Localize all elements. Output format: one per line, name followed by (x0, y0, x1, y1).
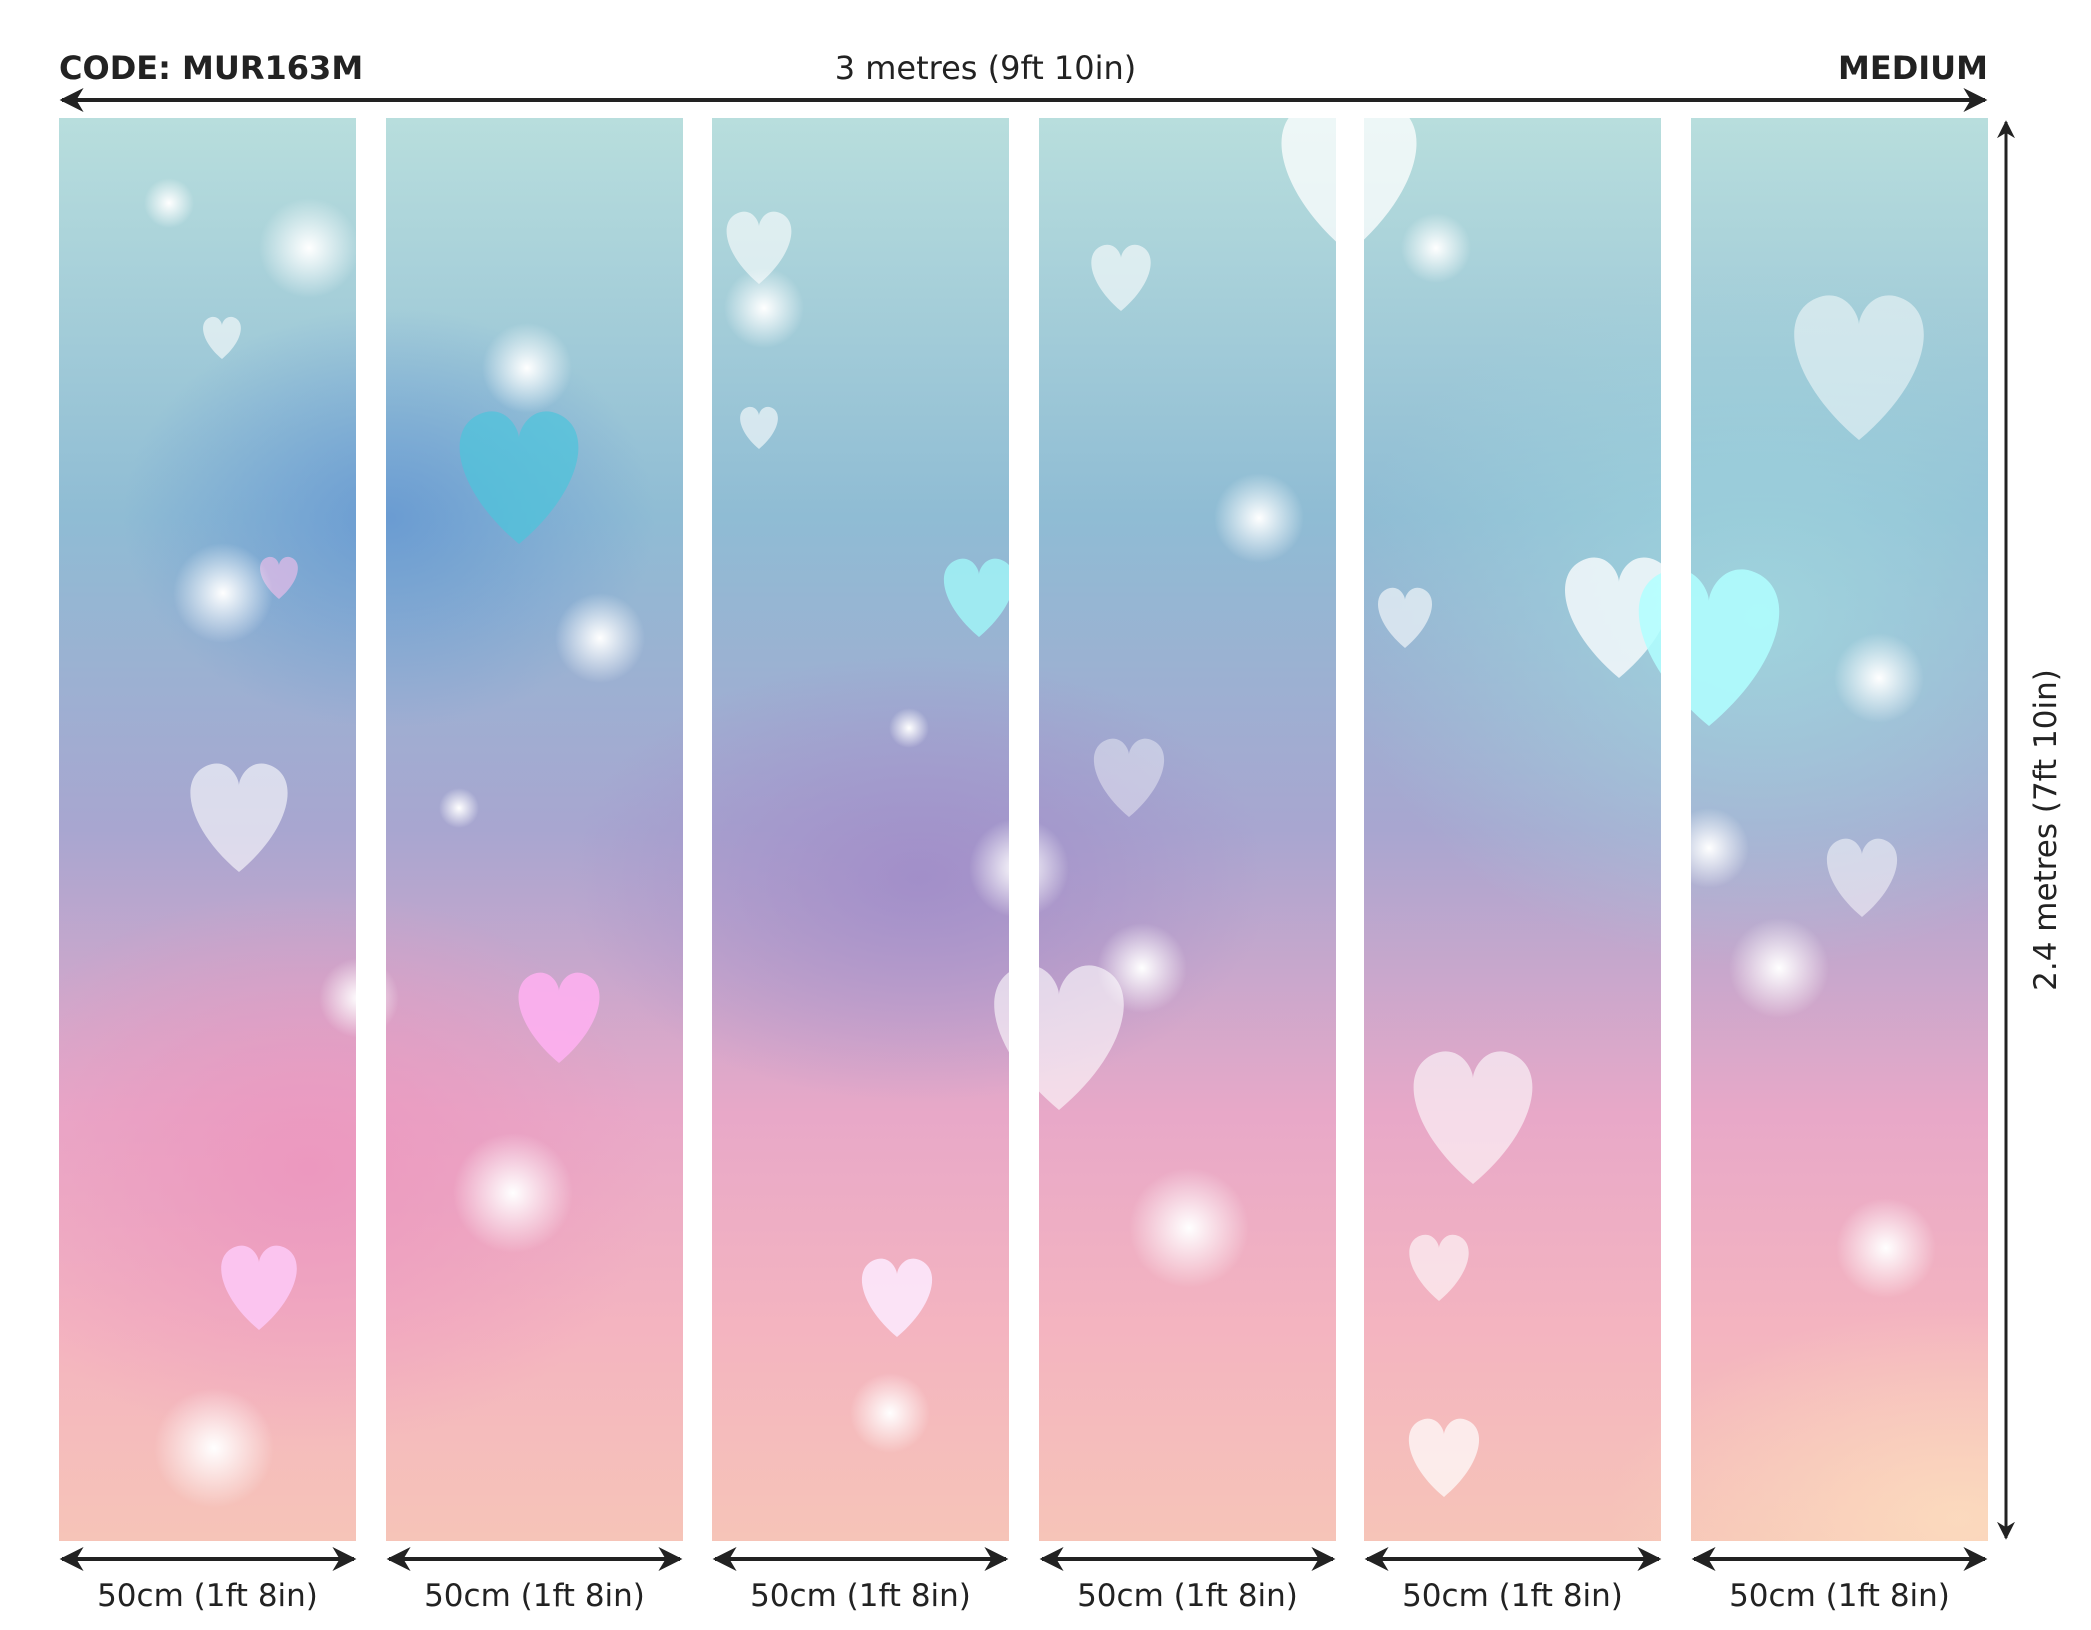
mural-panel-5 (1364, 118, 1661, 1541)
panel-width-label: 50cm (1ft 8in) (1077, 1578, 1298, 1614)
panel-gap (1009, 118, 1039, 1541)
mural-panel-3 (712, 118, 1009, 1541)
panel-width-label: 50cm (1ft 8in) (424, 1578, 645, 1614)
panel-width-label: 50cm (1ft 8in) (97, 1578, 318, 1614)
panel-gap (1661, 118, 1691, 1541)
panel-width-label: 50cm (1ft 8in) (1402, 1578, 1623, 1614)
panel-gap (683, 118, 712, 1541)
height-label: 2.4 metres (7ft 10in) (2028, 669, 2064, 991)
panel-width-label: 50cm (1ft 8in) (1729, 1578, 1950, 1614)
panel-width-label: 50cm (1ft 8in) (750, 1578, 971, 1614)
panel-gap (1336, 118, 1364, 1541)
total-width-label: 3 metres (9ft 10in) (834, 49, 1137, 87)
mural-panel-4 (1039, 118, 1336, 1541)
panel-gap (357, 118, 386, 1541)
product-code: CODE: MUR163M (59, 49, 364, 87)
size-label: MEDIUM (1838, 49, 1988, 87)
